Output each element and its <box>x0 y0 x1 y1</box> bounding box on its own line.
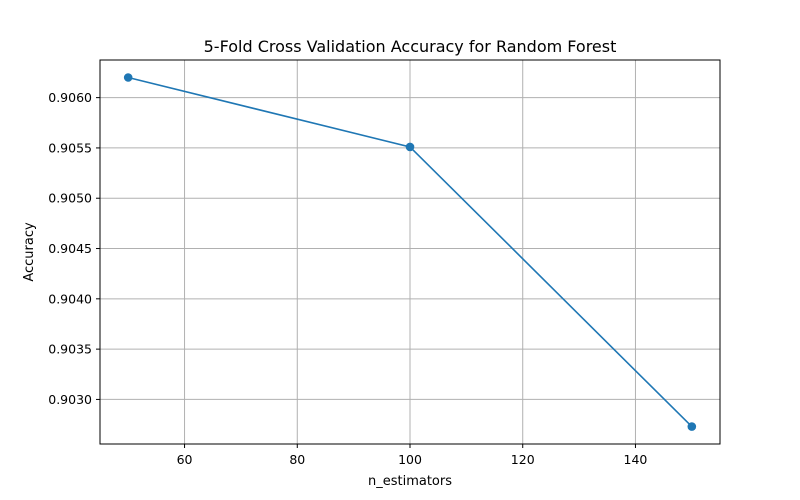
y-tick-label: 0.9040 <box>48 291 92 306</box>
y-tick-label: 0.9060 <box>48 90 92 105</box>
y-tick-label: 0.9045 <box>48 241 92 256</box>
axis-ticks: 60 80 100 120 140 0.9030 0.9035 0.9040 0.9045 0.9… <box>48 90 647 467</box>
y-tick-label: 0.9030 <box>48 392 92 407</box>
y-tick-label: 0.9050 <box>48 191 92 206</box>
y-tick-label: 0.9055 <box>48 140 92 155</box>
x-axis-label: n_estimators <box>368 474 452 489</box>
y-tick-label: 0.9035 <box>48 342 92 357</box>
x-tick-label: 60 <box>177 452 193 467</box>
x-tick-label: 120 <box>511 452 535 467</box>
x-tick-label: 100 <box>398 452 422 467</box>
x-tick-label: 140 <box>624 452 648 467</box>
data-point <box>687 422 697 431</box>
grid-lines <box>100 60 720 444</box>
data-point <box>405 142 415 152</box>
series-layer <box>123 73 697 431</box>
y-axis-label: Accuracy <box>22 222 37 282</box>
data-point <box>123 73 133 82</box>
x-tick-label: 80 <box>289 452 305 467</box>
chart-title: 5-Fold Cross Validation Accuracy for Ran… <box>204 37 617 56</box>
